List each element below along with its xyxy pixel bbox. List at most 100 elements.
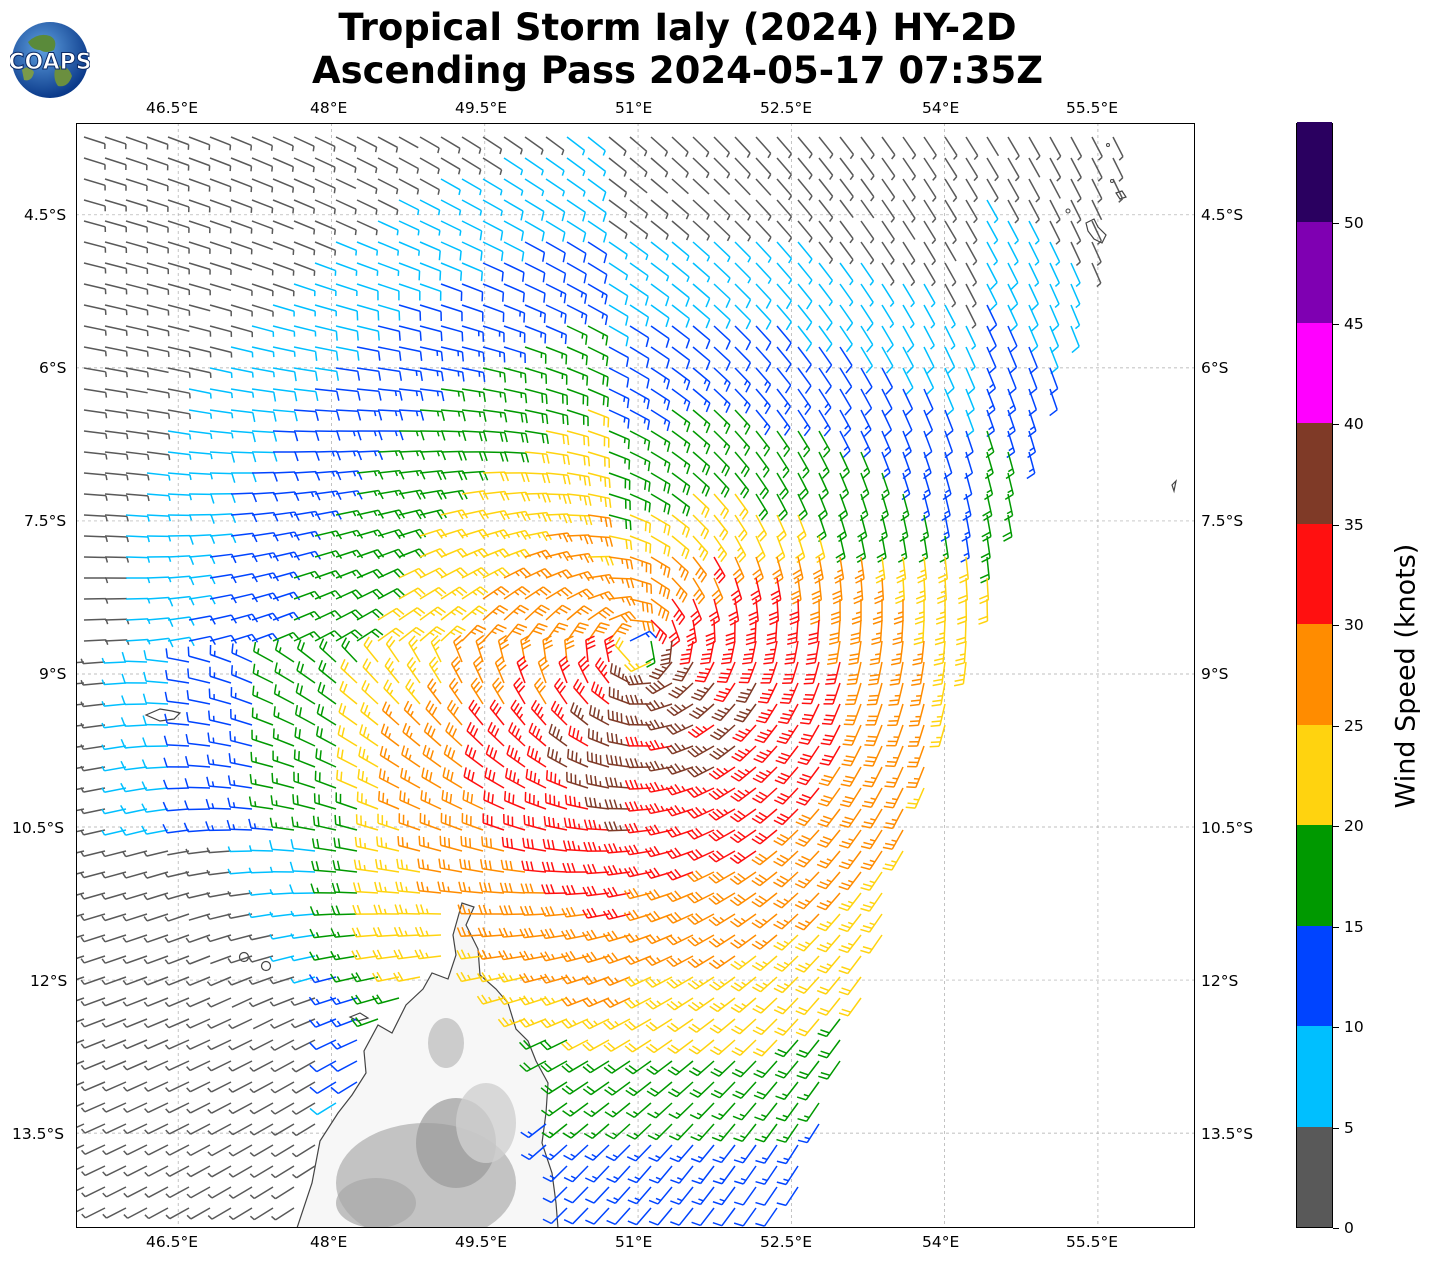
wind-barb (314, 430, 341, 441)
wind-barb (83, 262, 107, 274)
wind-barb (524, 451, 550, 464)
wind-barb (752, 787, 778, 804)
wind-barb (497, 1017, 526, 1028)
wind-barb (119, 826, 148, 836)
wind-barb (252, 1018, 274, 1030)
wind-barb (687, 934, 715, 947)
wind-barb (708, 808, 736, 821)
wind-barb (497, 634, 510, 663)
wind-barb (872, 598, 883, 625)
wind-barb (482, 586, 510, 600)
wind-barb (796, 1060, 820, 1080)
wind-barb (510, 699, 526, 726)
wind-barb (314, 409, 341, 421)
wind-barb (335, 609, 363, 621)
wind-barb (629, 472, 651, 492)
wind-barb (83, 409, 108, 419)
wind-barb (272, 241, 295, 255)
wind-barb (923, 157, 937, 181)
wind-barb (545, 770, 568, 789)
wind-barb (518, 995, 547, 1006)
wind-barb (228, 1144, 253, 1157)
wind-barb (165, 648, 190, 663)
wind-barb (188, 157, 211, 171)
wind-barb (625, 758, 652, 769)
wind-barb (352, 904, 379, 915)
wind-barb (563, 817, 589, 831)
colorbar-bin (1297, 221, 1332, 323)
colorbar-tick-mark (1333, 424, 1339, 426)
wind-barb (356, 346, 381, 361)
wind-barb (104, 493, 129, 502)
wind-barb (293, 178, 315, 194)
wind-barb (665, 742, 694, 755)
wind-barb (545, 550, 574, 562)
wind-barb (419, 586, 447, 600)
wind-barb (583, 1123, 610, 1140)
wind-barb (986, 178, 999, 203)
wind-barb (608, 157, 627, 177)
wind-barb (355, 814, 379, 831)
wind-barb (1049, 199, 1061, 224)
wind-barb (269, 1018, 295, 1029)
wind-barb (558, 655, 571, 684)
wind-barb (249, 1081, 274, 1094)
wind-barb (270, 1060, 295, 1073)
wind-barb (686, 786, 715, 799)
wind-barb (377, 325, 401, 341)
wind-barb (318, 659, 337, 684)
wind-barb (227, 976, 253, 986)
wind-barb (482, 813, 505, 831)
wind-barb (860, 283, 874, 307)
wind-barb (774, 1039, 799, 1058)
wind-barb (712, 1144, 736, 1164)
wind-barb (270, 1144, 295, 1158)
wind-barb (794, 892, 820, 910)
wind-barb (524, 388, 548, 405)
wind-barb (167, 472, 192, 481)
wind-barb (122, 1018, 148, 1028)
wind-barb (398, 241, 421, 256)
wind-barb (333, 837, 358, 852)
wind-barb (309, 906, 337, 916)
wind-barb (760, 661, 778, 684)
wind-barb (687, 891, 715, 904)
wind-barb (80, 701, 106, 708)
colorbar-bin (1297, 1025, 1332, 1127)
wind-barb (671, 157, 689, 178)
wind-barb (503, 388, 528, 404)
wind-barb (122, 850, 148, 858)
wind-barb (774, 1060, 799, 1079)
wind-barb (164, 997, 190, 1008)
wind-barb (440, 220, 462, 236)
wind-barb (461, 388, 486, 402)
wind-barb (787, 619, 799, 646)
wind-barb (914, 598, 925, 625)
wind-barb (708, 934, 736, 948)
wind-barb (125, 157, 148, 171)
wind-barb (427, 678, 442, 705)
left-lat-label: 4.5°S (24, 206, 67, 224)
wind-barb (249, 1207, 274, 1221)
wind-barb (566, 493, 592, 506)
wind-barb (293, 430, 320, 441)
wind-barb (425, 700, 442, 726)
wind-barb (207, 1207, 232, 1220)
wind-barb (123, 1186, 148, 1198)
wind-barb (165, 1102, 190, 1114)
wind-barb (646, 1081, 673, 1097)
wind-barb (272, 262, 295, 276)
wind-barb (251, 451, 278, 462)
wind-barb (398, 325, 422, 341)
wind-barb (650, 514, 671, 536)
wind-barb (520, 1123, 547, 1139)
wind-barb (398, 199, 420, 216)
wind-barb (587, 430, 610, 448)
wind-barb (811, 577, 823, 605)
wind-barb (120, 760, 148, 771)
colorbar-tick-mark (1333, 223, 1339, 225)
wind-barb (944, 157, 958, 182)
wind-barb (422, 744, 442, 768)
wind-barb (796, 1039, 820, 1058)
wind-barb (965, 157, 979, 182)
